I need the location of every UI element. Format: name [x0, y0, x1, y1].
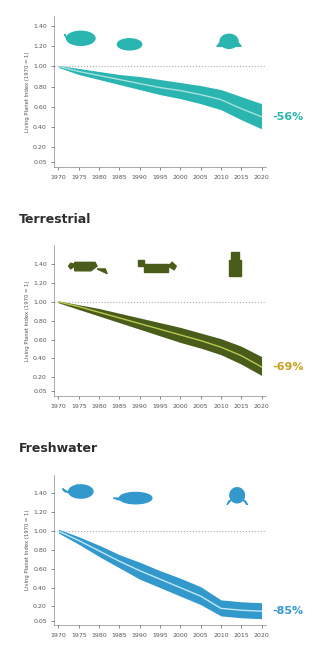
Text: -85%: -85% [272, 606, 303, 616]
Y-axis label: Living Planet Index (1970 = 1): Living Planet Index (1970 = 1) [25, 281, 30, 361]
Polygon shape [230, 488, 244, 503]
Polygon shape [168, 262, 176, 270]
Polygon shape [117, 39, 142, 50]
Polygon shape [231, 252, 239, 259]
Polygon shape [243, 500, 247, 505]
Polygon shape [75, 262, 97, 271]
Text: -56%: -56% [272, 111, 303, 122]
Y-axis label: Living Planet Index (1970 = 1): Living Planet Index (1970 = 1) [25, 51, 30, 132]
Polygon shape [62, 489, 68, 492]
Y-axis label: Living Planet Index (1970 = 1): Living Planet Index (1970 = 1) [25, 510, 30, 590]
Polygon shape [229, 259, 241, 275]
Polygon shape [69, 485, 93, 498]
Polygon shape [144, 264, 168, 272]
Polygon shape [97, 269, 107, 273]
Polygon shape [119, 492, 152, 503]
Polygon shape [220, 34, 238, 49]
Polygon shape [65, 34, 68, 40]
Polygon shape [75, 485, 83, 492]
Polygon shape [79, 31, 85, 38]
Polygon shape [227, 500, 231, 505]
Polygon shape [233, 41, 241, 47]
Text: Terrestrial: Terrestrial [19, 213, 91, 226]
Text: Freshwater: Freshwater [19, 442, 98, 455]
Polygon shape [113, 498, 119, 500]
Polygon shape [217, 41, 225, 47]
Polygon shape [67, 31, 95, 45]
Polygon shape [127, 38, 133, 44]
Text: -69%: -69% [272, 362, 303, 372]
Polygon shape [138, 260, 144, 266]
Polygon shape [68, 263, 75, 269]
